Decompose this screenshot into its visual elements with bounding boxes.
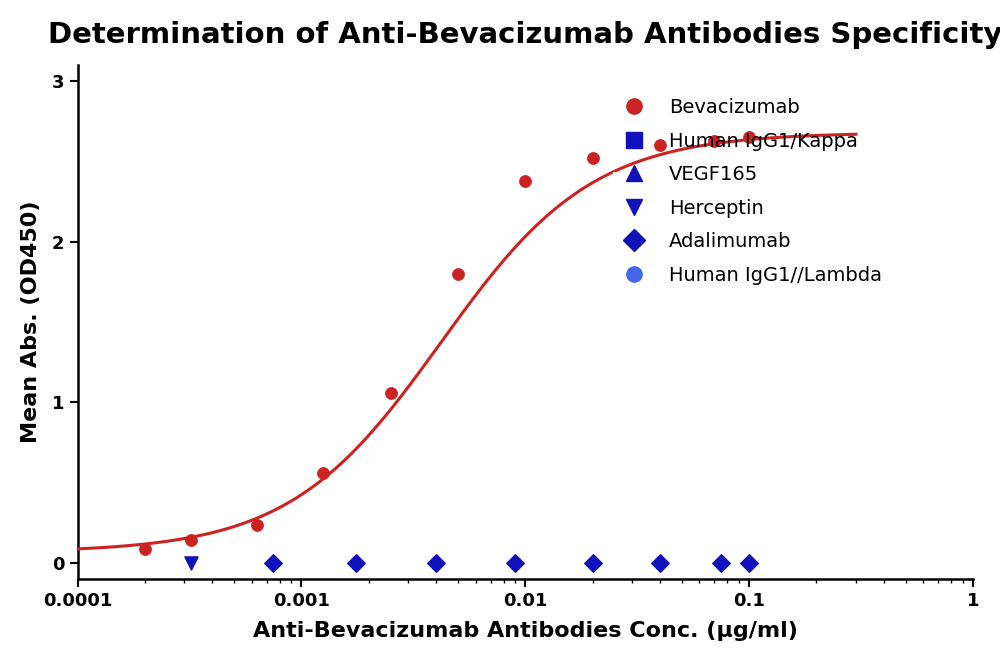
Point [183,557,199,568]
Point [428,557,444,568]
Point [383,387,399,398]
Point [741,132,757,142]
Title: Determination of Anti-Bevacizumab Antibodies Specificity: Determination of Anti-Bevacizumab Antibo… [48,21,1000,49]
Point [249,520,265,530]
Y-axis label: Mean Abs. (OD450): Mean Abs. (OD450) [21,201,41,443]
Point [183,534,199,545]
Point [713,557,729,568]
Point [706,135,722,146]
Point [652,140,668,151]
Point [741,557,757,568]
Point [585,153,601,164]
Point [585,557,601,568]
Legend: Bevacizumab, Human IgG1/Kappa, VEGF165, Herceptin, Adalimumab, Human IgG1//Lambd: Bevacizumab, Human IgG1/Kappa, VEGF165, … [607,90,890,293]
X-axis label: Anti-Bevacizumab Antibodies Conc. (μg/ml): Anti-Bevacizumab Antibodies Conc. (μg/ml… [253,621,798,641]
Point [137,544,153,555]
Point [265,557,281,568]
Point [517,175,533,186]
Point [348,557,364,568]
Point [450,269,466,279]
Point [652,557,668,568]
Point [315,467,331,478]
Point [507,557,523,568]
